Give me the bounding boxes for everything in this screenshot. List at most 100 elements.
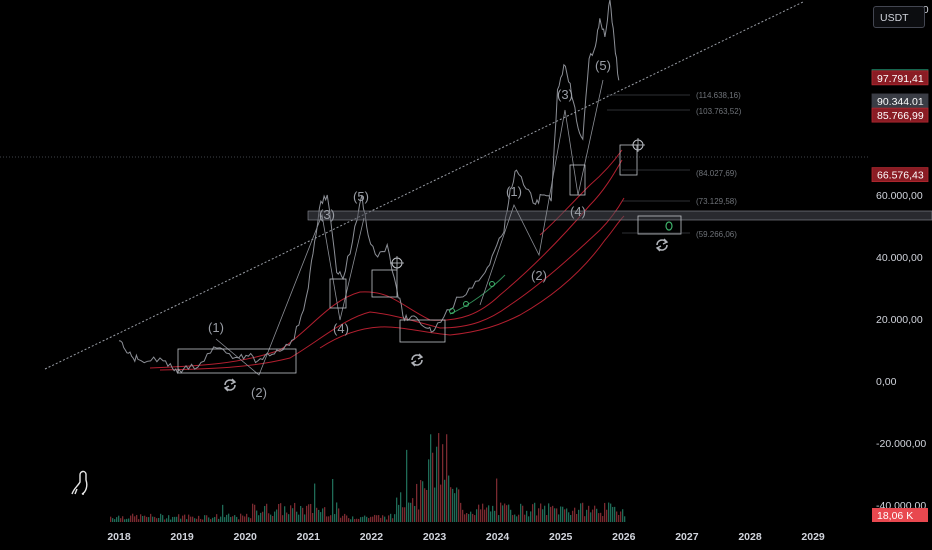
svg-text:85.766,99: 85.766,99 <box>877 110 924 122</box>
volume-bar <box>404 507 406 522</box>
volume-bar <box>164 519 166 522</box>
volume-bar <box>182 515 184 522</box>
diagonal-trendline <box>44 1 804 370</box>
volume-bar <box>254 504 256 522</box>
volume-bar <box>352 516 354 522</box>
volume-bar <box>310 503 312 522</box>
volume-bar <box>228 513 230 522</box>
volume-bar <box>618 514 620 522</box>
price-badge: 85.766,99 <box>871 107 929 123</box>
wave-label-5: (5) <box>353 189 369 204</box>
range-box-4 <box>399 319 446 343</box>
volume-bar <box>590 512 592 522</box>
volume-bar <box>620 511 622 522</box>
volume-bar <box>432 452 434 522</box>
x-tick-label-2020: 2020 <box>234 531 258 543</box>
volume-bar <box>168 515 170 522</box>
x-tick-label-2022: 2022 <box>360 531 384 543</box>
volume-bar <box>502 505 504 522</box>
volume-bar <box>146 516 148 522</box>
volume-bar <box>416 483 418 522</box>
volume-bar <box>288 514 290 522</box>
wave-connector-1 <box>215 213 365 376</box>
volume-bar <box>208 517 210 522</box>
x-tick-label-2024: 2024 <box>486 531 510 543</box>
x-axis: 2018 2019 2020 2021 2022 2023 2024 2025 2026 2027… <box>107 531 825 543</box>
volume-bar <box>188 514 190 522</box>
volume-bar <box>118 515 120 522</box>
volume-bar <box>338 508 340 522</box>
volume-bar <box>478 504 480 522</box>
green-point-1 <box>449 308 455 314</box>
volume-bar <box>526 510 528 522</box>
volume-bar <box>528 516 530 522</box>
volume-bar <box>154 516 156 522</box>
moving-average-line-1 <box>149 159 623 369</box>
volume-bar <box>554 508 556 522</box>
x-tick-label-2021: 2021 <box>297 531 321 543</box>
volume-bar <box>158 517 160 522</box>
volume-bar <box>466 513 468 522</box>
volume-bar <box>334 514 336 522</box>
price-badge: 66.576,43 <box>871 167 929 183</box>
volume-bar <box>418 509 420 522</box>
volume-bar <box>496 478 498 522</box>
volume-bar <box>452 488 454 522</box>
volume-bar <box>314 483 316 522</box>
volume-bar <box>472 513 474 522</box>
volume-bar <box>280 503 282 522</box>
volume-bar <box>318 509 320 522</box>
volume-bar <box>578 509 580 522</box>
volume-bar <box>142 515 144 522</box>
volume-bar <box>388 515 390 522</box>
cycle-icon <box>223 378 237 392</box>
volume-bar <box>344 513 346 522</box>
volume-bar <box>518 514 520 522</box>
price-line <box>118 0 620 375</box>
volume-bar <box>272 515 274 522</box>
volume-bar <box>204 515 206 522</box>
volume-bar <box>396 497 398 522</box>
volume-bar <box>576 513 578 522</box>
volume-bar <box>282 515 284 522</box>
volume-bar <box>128 518 130 522</box>
volume-bar <box>260 512 262 522</box>
volume-bar <box>544 505 546 522</box>
volume-bar <box>400 492 402 522</box>
x-tick-label-2019: 2019 <box>170 531 194 543</box>
volume-bar <box>430 434 432 522</box>
x-tick-label-2028: 2028 <box>738 531 762 543</box>
volume-bar <box>258 515 260 522</box>
volume-bar <box>216 514 218 522</box>
green-target-circle <box>665 221 673 231</box>
currency-selector-button[interactable]: USDT <box>873 6 925 28</box>
volume-bar <box>392 518 394 522</box>
volume-bar <box>308 504 310 522</box>
volume-bar <box>444 479 446 522</box>
volume-bar <box>442 444 444 522</box>
volume-bar <box>276 509 278 522</box>
volume-bar <box>624 516 626 522</box>
volume-bar <box>572 510 574 522</box>
volume-bar <box>242 515 244 522</box>
cycle-icon <box>655 238 669 252</box>
volume-bar <box>594 505 596 522</box>
resistance-band <box>307 210 932 221</box>
range-box-1 <box>177 348 297 374</box>
volume-bar <box>362 516 364 522</box>
volume-bar <box>262 511 264 522</box>
volume-bar <box>166 518 168 522</box>
volume-bar <box>586 509 588 522</box>
volume-bar <box>176 516 178 522</box>
volume-bar <box>486 507 488 522</box>
svg-text:18,06 K: 18,06 K <box>877 510 913 522</box>
volume-bar <box>512 515 514 522</box>
volume-bar <box>248 517 250 522</box>
volume-bar <box>170 519 172 522</box>
volume-bar <box>296 511 298 522</box>
volume-bar <box>616 511 618 522</box>
volume-bar <box>562 506 564 522</box>
volume-bar <box>150 513 152 522</box>
volume-bar <box>292 508 294 522</box>
